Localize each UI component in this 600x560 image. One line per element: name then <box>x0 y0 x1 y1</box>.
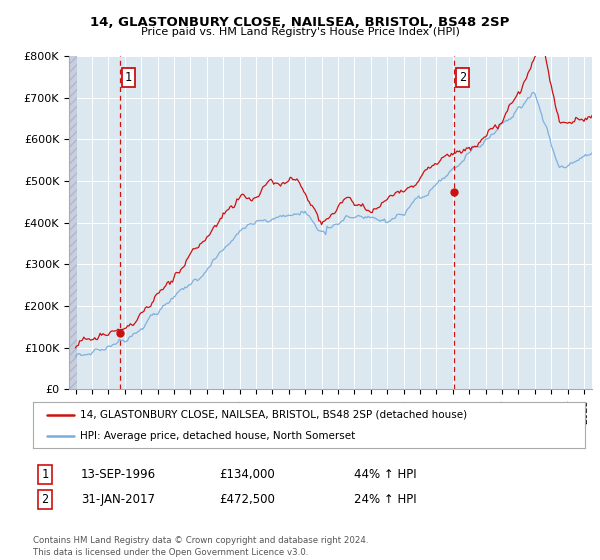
Text: Contains HM Land Registry data © Crown copyright and database right 2024.
This d: Contains HM Land Registry data © Crown c… <box>33 536 368 557</box>
Text: 13-SEP-1996: 13-SEP-1996 <box>81 468 156 482</box>
Text: 44% ↑ HPI: 44% ↑ HPI <box>354 468 416 482</box>
Text: 14, GLASTONBURY CLOSE, NAILSEA, BRISTOL, BS48 2SP: 14, GLASTONBURY CLOSE, NAILSEA, BRISTOL,… <box>91 16 509 29</box>
Text: Price paid vs. HM Land Registry's House Price Index (HPI): Price paid vs. HM Land Registry's House … <box>140 27 460 37</box>
Text: HPI: Average price, detached house, North Somerset: HPI: Average price, detached house, Nort… <box>80 431 355 441</box>
Text: £472,500: £472,500 <box>219 493 275 506</box>
Text: £134,000: £134,000 <box>219 468 275 482</box>
Text: 1: 1 <box>41 468 49 482</box>
Text: 31-JAN-2017: 31-JAN-2017 <box>81 493 155 506</box>
Text: 24% ↑ HPI: 24% ↑ HPI <box>354 493 416 506</box>
Bar <box>69 56 77 389</box>
Text: 2: 2 <box>459 71 466 84</box>
Text: 1: 1 <box>125 71 132 84</box>
Text: 2: 2 <box>41 493 49 506</box>
Text: 14, GLASTONBURY CLOSE, NAILSEA, BRISTOL, BS48 2SP (detached house): 14, GLASTONBURY CLOSE, NAILSEA, BRISTOL,… <box>80 410 467 420</box>
